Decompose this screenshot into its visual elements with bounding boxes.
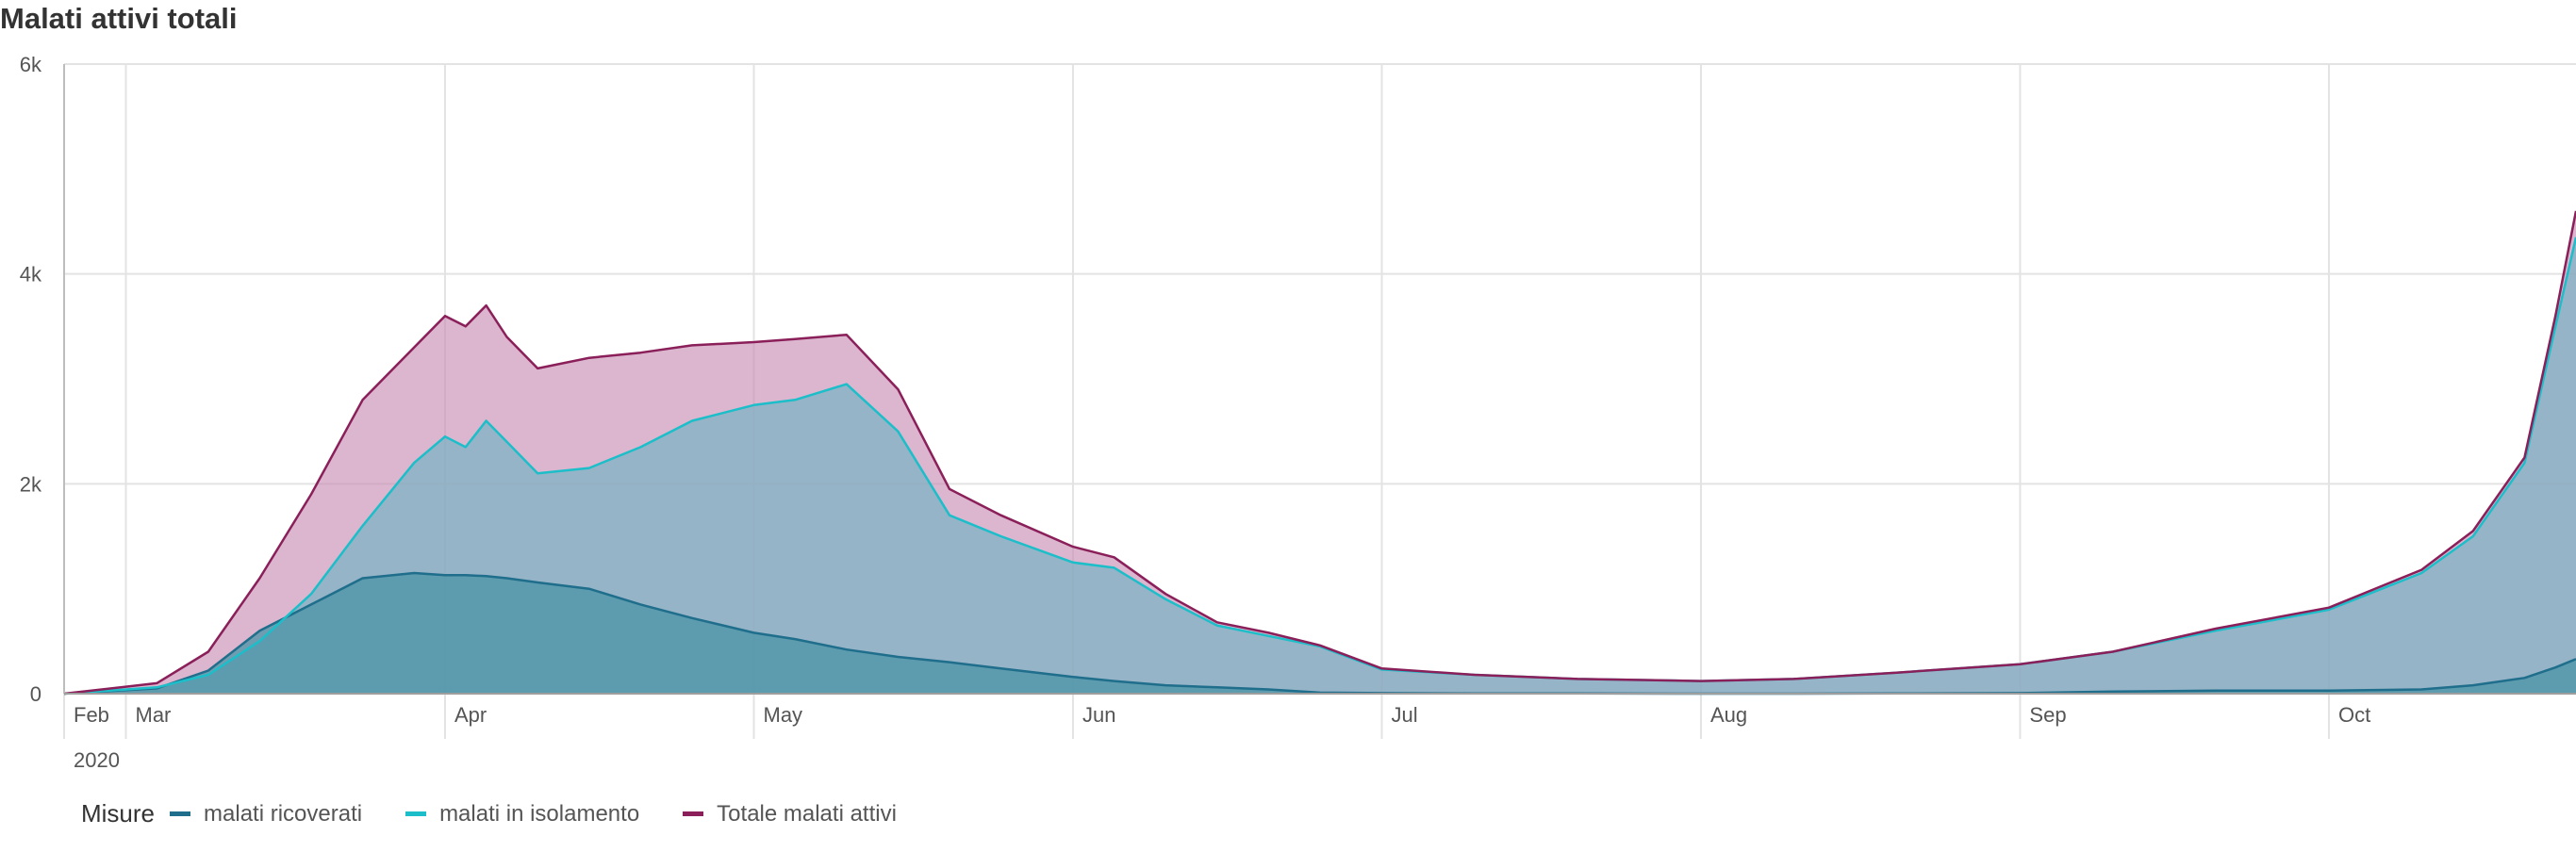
legend-item-isolamento[interactable]: malati in isolamento bbox=[405, 801, 639, 827]
area-series-1 bbox=[64, 237, 2576, 694]
line-series-2 bbox=[63, 210, 2576, 696]
x-tick-label-oct: Oct bbox=[2338, 703, 2370, 727]
x-tick-label-mar: Mar bbox=[136, 703, 172, 727]
x-tick-label-jul: Jul bbox=[1392, 703, 1418, 727]
grid-layer bbox=[63, 63, 2576, 739]
line-layer bbox=[63, 210, 2576, 696]
label-layer: 0 2k 4k 6k Feb Mar Apr May Jun Jul Aug Sep Oct 2020 bbox=[20, 53, 2370, 772]
legend-label-totale: Totale malati attivi bbox=[717, 800, 897, 827]
axis-layer bbox=[63, 64, 2576, 695]
y-tick-label: 6k bbox=[20, 53, 42, 76]
area-layer bbox=[64, 210, 2576, 694]
x-year-label: 2020 bbox=[74, 748, 120, 772]
legend-swatch-ricoverati bbox=[170, 811, 191, 816]
legend-label-isolamento: malati in isolamento bbox=[439, 800, 640, 827]
x-tick-label-jun: Jun bbox=[1082, 703, 1115, 727]
legend-title: Misure bbox=[81, 799, 156, 827]
legend-item-ricoverati[interactable]: malati ricoverati bbox=[170, 801, 362, 827]
legend-label-ricoverati: malati ricoverati bbox=[204, 800, 363, 827]
legend-swatch-totale bbox=[683, 811, 704, 816]
legend-swatch-isolamento bbox=[405, 811, 427, 816]
y-tick-label: 0 bbox=[30, 682, 41, 706]
x-tick-label-apr: Apr bbox=[454, 703, 487, 727]
x-tick-label-feb: Feb bbox=[74, 703, 109, 727]
chart-title: Malati attivi totali bbox=[0, 2, 238, 35]
x-tick-label-aug: Aug bbox=[1710, 703, 1747, 727]
line-series-0 bbox=[63, 571, 2576, 696]
legend: Misure malati ricoverati malati in isola… bbox=[81, 799, 940, 828]
x-tick-label-sep: Sep bbox=[2029, 703, 2066, 727]
legend-item-totale[interactable]: Totale malati attivi bbox=[683, 801, 897, 827]
y-tick-label: 4k bbox=[20, 263, 42, 287]
x-tick-label-may: May bbox=[764, 703, 803, 727]
y-tick-label: 2k bbox=[20, 472, 42, 496]
area-series-0 bbox=[64, 573, 2576, 694]
